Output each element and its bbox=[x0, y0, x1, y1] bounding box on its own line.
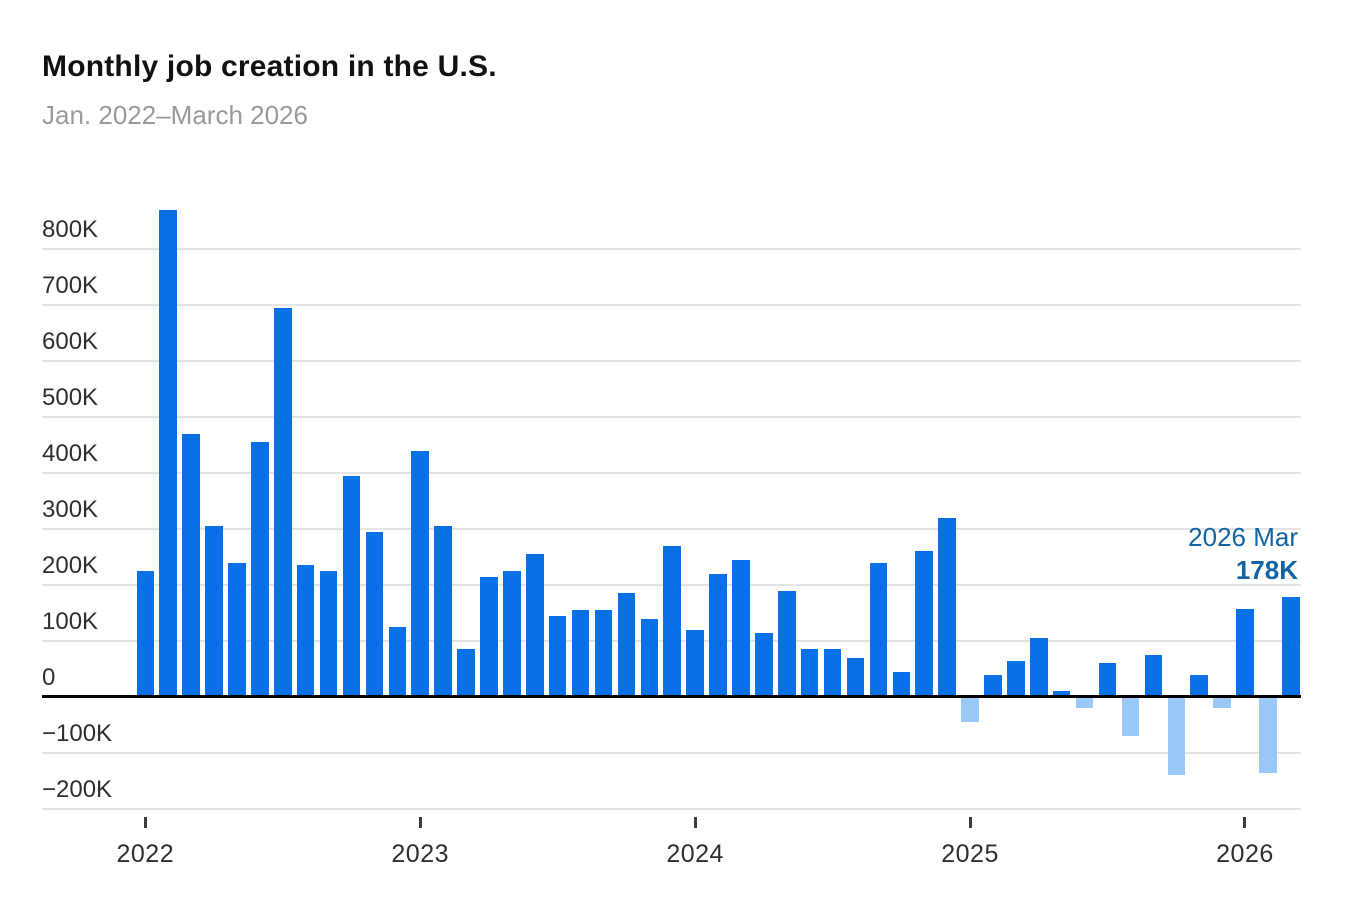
bar-may-2025 bbox=[1052, 691, 1071, 697]
y-axis-label-300K: 300K bbox=[42, 496, 99, 523]
bar-apr-2023 bbox=[480, 576, 498, 697]
y-axis-label-400K: 400K bbox=[42, 440, 99, 467]
bar-dec-2024 bbox=[938, 517, 956, 697]
bar-nov-2023 bbox=[640, 618, 659, 697]
x-axis-tick-2025 bbox=[968, 817, 972, 828]
bar-apr-2024 bbox=[755, 632, 773, 697]
bar-oct-2023 bbox=[617, 593, 636, 697]
bar-feb-2023 bbox=[434, 526, 452, 697]
x-axis-label-2022: 2022 bbox=[116, 840, 175, 868]
y-axis-label-200K: 200K bbox=[42, 552, 99, 579]
y-gridline-700K bbox=[42, 304, 1301, 306]
annotation-date: 2026 Mar bbox=[1188, 522, 1298, 552]
bar-mar-2024 bbox=[732, 559, 750, 697]
bar-jan-2024 bbox=[686, 629, 704, 697]
bar-nov-2024 bbox=[915, 551, 933, 697]
bar-jul-2023 bbox=[548, 615, 567, 697]
bar-mar-2022 bbox=[182, 433, 200, 697]
bar-jul-2022 bbox=[274, 307, 292, 697]
y-gridline-800K bbox=[42, 248, 1301, 250]
bar-may-2022 bbox=[228, 562, 246, 697]
y-axis-label-100K: 100K bbox=[42, 608, 99, 635]
bar-apr-2025 bbox=[1030, 638, 1048, 697]
bar-aug-2023 bbox=[571, 610, 590, 697]
x-axis-label-2023: 2023 bbox=[391, 840, 450, 868]
bar-may-2024 bbox=[778, 590, 796, 697]
bar-mar-2026 bbox=[1282, 597, 1300, 697]
zero-axis-line bbox=[42, 694, 1301, 698]
y-axis-label-600K: 600K bbox=[42, 328, 99, 355]
y-axis-label-−200K: −200K bbox=[42, 776, 113, 803]
bar-jul-2024 bbox=[823, 649, 842, 697]
bar-apr-2022 bbox=[205, 526, 223, 697]
bar-dec-2025 bbox=[1213, 697, 1231, 709]
bar-dec-2023 bbox=[663, 545, 681, 697]
y-gridline-400K bbox=[42, 472, 1301, 474]
bar-mar-2025 bbox=[1007, 660, 1025, 697]
chart-subtitle: Jan. 2022–March 2026 bbox=[42, 100, 308, 130]
bar-aug-2025 bbox=[1121, 697, 1140, 737]
bar-aug-2022 bbox=[296, 565, 315, 697]
chart-title: Monthly job creation in the U.S. bbox=[42, 50, 497, 83]
bar-nov-2022 bbox=[365, 531, 384, 697]
bar-sep-2023 bbox=[594, 610, 613, 697]
x-axis-tick-2022 bbox=[143, 817, 147, 828]
bar-oct-2024 bbox=[892, 671, 911, 697]
bar-mar-2023 bbox=[457, 649, 475, 697]
bar-jul-2025 bbox=[1098, 663, 1117, 697]
bar-oct-2025 bbox=[1167, 697, 1185, 776]
bar-feb-2026 bbox=[1259, 697, 1277, 773]
y-gridline-−200K bbox=[42, 808, 1301, 810]
y-axis-label-500K: 500K bbox=[42, 384, 99, 411]
bar-jun-2025 bbox=[1075, 697, 1094, 709]
bar-feb-2022 bbox=[159, 209, 177, 697]
bar-sep-2025 bbox=[1144, 655, 1163, 697]
y-gridline-500K bbox=[42, 416, 1301, 418]
bar-jan-2026 bbox=[1236, 608, 1254, 697]
bar-feb-2024 bbox=[709, 573, 727, 697]
bar-aug-2024 bbox=[846, 657, 865, 697]
bar-feb-2025 bbox=[984, 674, 1002, 697]
bar-sep-2024 bbox=[869, 562, 888, 697]
y-gridline-−100K bbox=[42, 752, 1301, 754]
y-axis-label-−100K: −100K bbox=[42, 720, 113, 747]
bar-jan-2023 bbox=[411, 450, 429, 697]
bar-jan-2022 bbox=[136, 571, 155, 697]
bar-jun-2024 bbox=[800, 649, 819, 697]
y-gridline-300K bbox=[42, 528, 1301, 530]
x-axis-tick-2026 bbox=[1243, 817, 1247, 828]
bar-jun-2022 bbox=[251, 442, 269, 697]
x-axis-label-2026: 2026 bbox=[1216, 840, 1274, 868]
bar-jun-2023 bbox=[526, 554, 544, 697]
x-axis-label-2025: 2025 bbox=[941, 840, 999, 868]
bar-nov-2025 bbox=[1190, 674, 1208, 697]
bar-oct-2022 bbox=[342, 475, 361, 697]
bar-may-2023 bbox=[503, 571, 521, 697]
y-gridline-600K bbox=[42, 360, 1301, 362]
x-axis-tick-2023 bbox=[418, 817, 422, 828]
bar-sep-2022 bbox=[319, 571, 338, 697]
y-axis-label-0: 0 bbox=[42, 664, 56, 691]
bar-jan-2025 bbox=[961, 697, 979, 723]
y-axis-label-800K: 800K bbox=[42, 216, 99, 243]
bar-annotation: 2026 Mar 178K bbox=[1188, 521, 1298, 587]
y-axis-label-700K: 700K bbox=[42, 272, 99, 299]
bar-dec-2022 bbox=[388, 627, 407, 697]
x-axis-tick-2024 bbox=[693, 817, 697, 828]
x-axis-label-2024: 2024 bbox=[666, 840, 724, 868]
annotation-value: 178K bbox=[1235, 555, 1298, 585]
